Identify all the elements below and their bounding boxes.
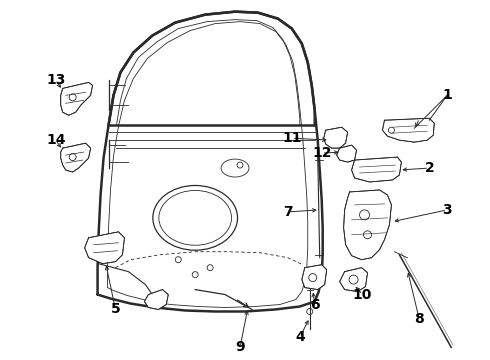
Polygon shape (324, 127, 347, 148)
Text: 6: 6 (310, 297, 319, 311)
Polygon shape (302, 265, 327, 289)
Polygon shape (61, 143, 91, 172)
Polygon shape (337, 145, 357, 162)
Text: 3: 3 (442, 203, 452, 217)
Text: 2: 2 (424, 161, 434, 175)
Polygon shape (352, 157, 401, 182)
Text: 13: 13 (46, 73, 66, 87)
Polygon shape (343, 190, 392, 260)
Polygon shape (85, 232, 124, 264)
Text: 7: 7 (283, 205, 293, 219)
Text: 10: 10 (353, 288, 372, 302)
Text: 5: 5 (111, 302, 121, 316)
Polygon shape (340, 268, 368, 292)
Text: 8: 8 (415, 312, 424, 327)
Text: 12: 12 (312, 146, 331, 160)
Text: 4: 4 (295, 330, 305, 345)
Text: 14: 14 (46, 133, 66, 147)
Polygon shape (61, 82, 93, 115)
Text: 1: 1 (442, 88, 452, 102)
Text: 11: 11 (282, 131, 301, 145)
Text: 9: 9 (235, 340, 245, 354)
Polygon shape (383, 118, 434, 142)
Polygon shape (145, 289, 168, 310)
